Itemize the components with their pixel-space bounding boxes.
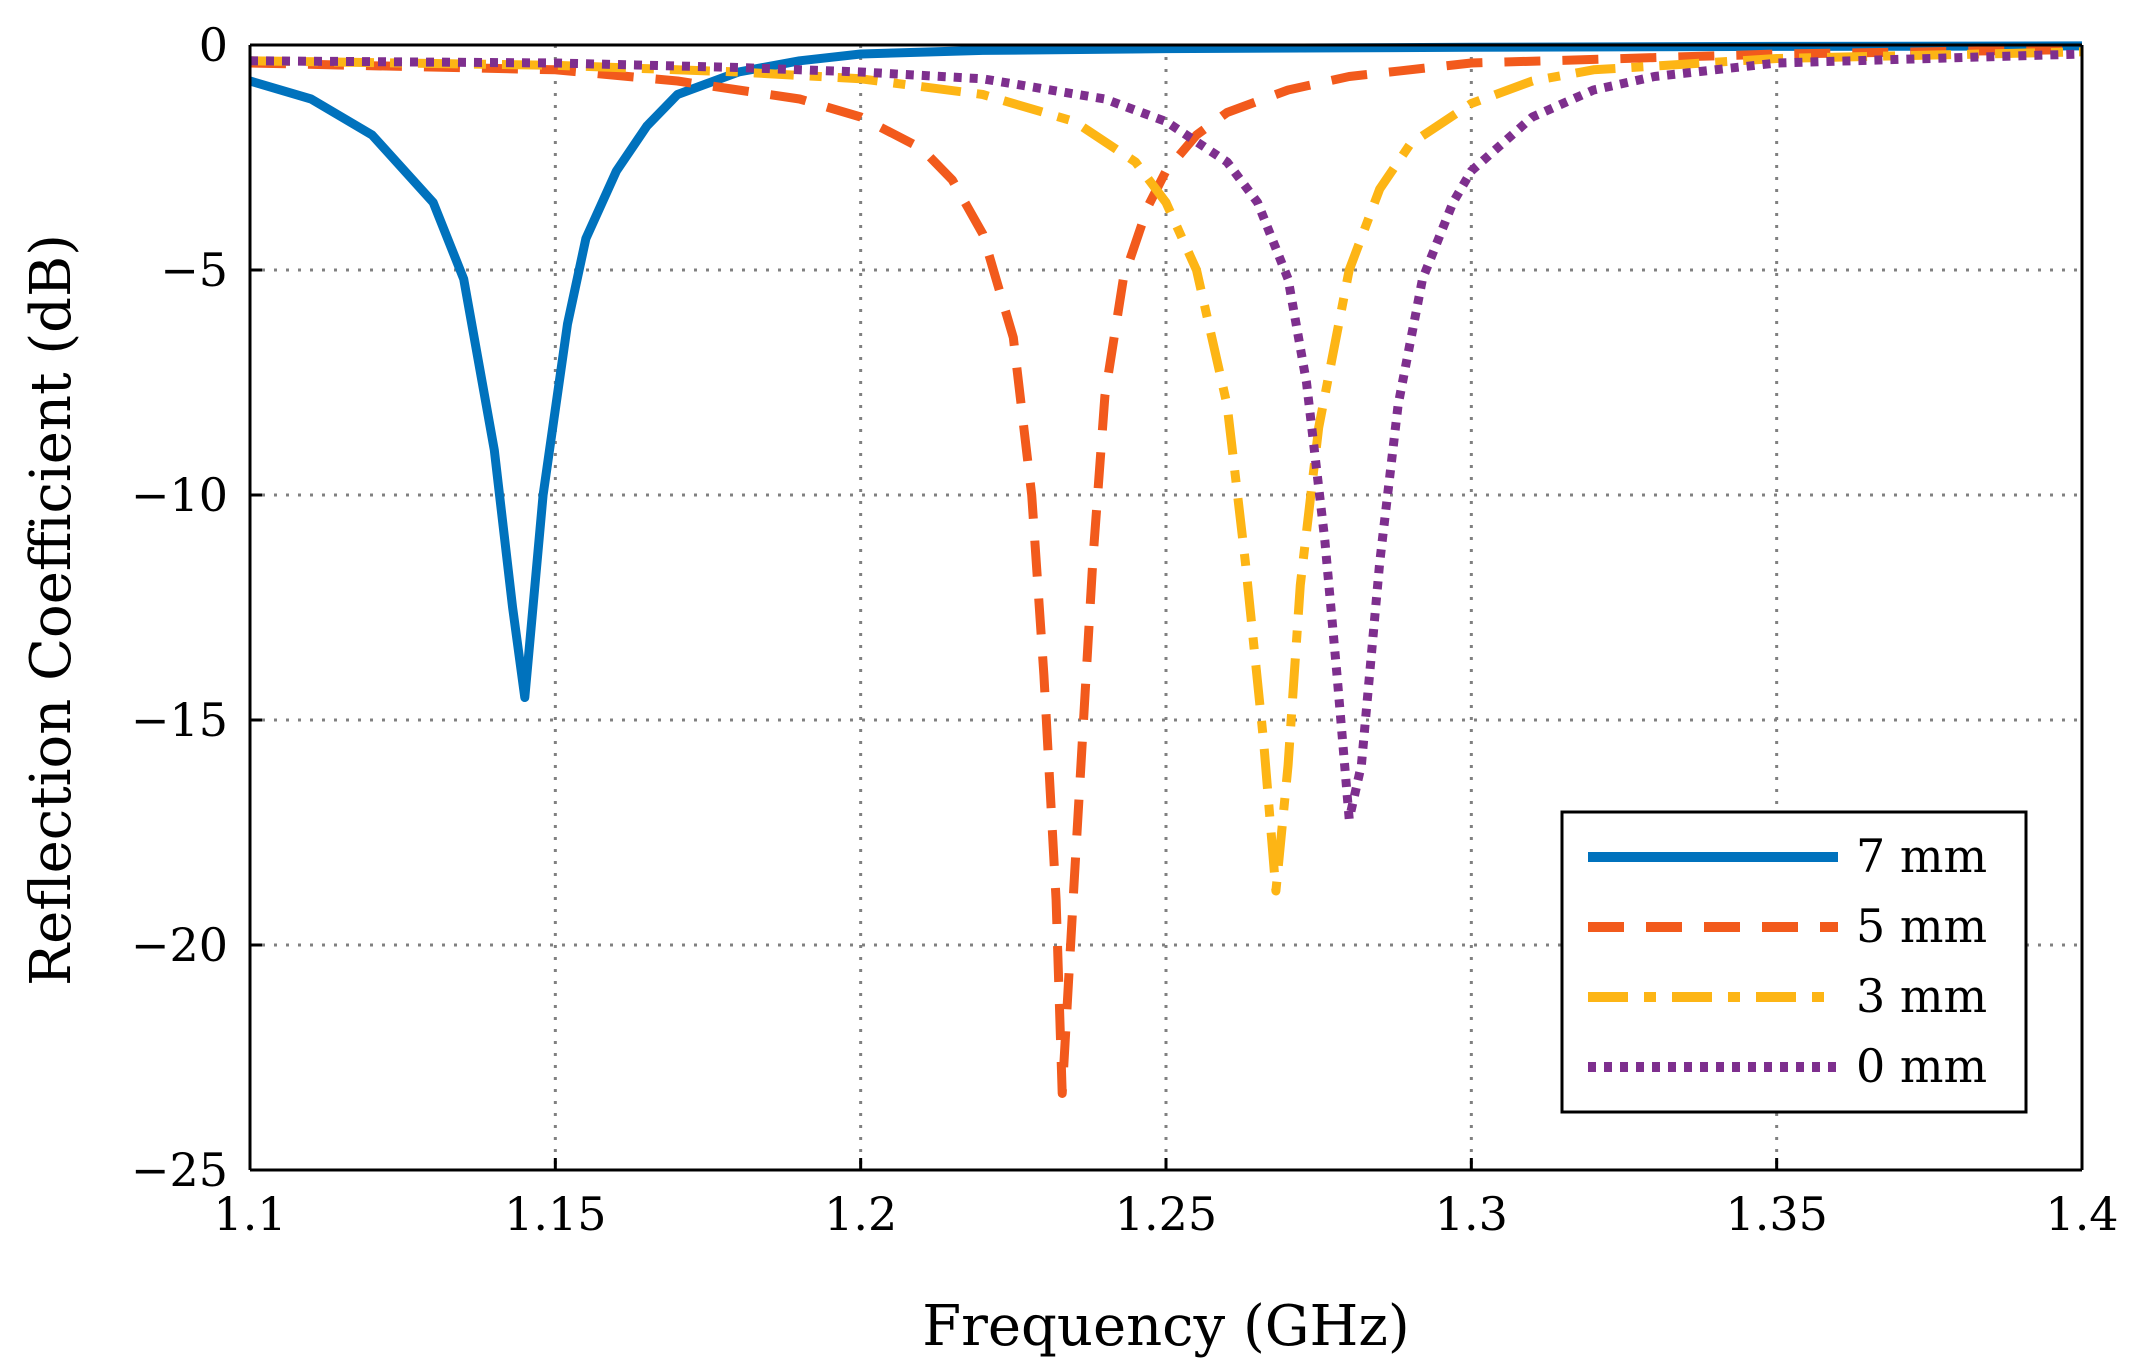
y-tick-label: −15 — [131, 693, 228, 747]
x-tick-labels: 1.1 1.15 1.2 1.25 1.3 1.35 1.4 — [213, 1187, 2118, 1241]
x-tick-label: 1.1 — [213, 1187, 286, 1241]
x-tick-label: 1.2 — [824, 1187, 897, 1241]
legend-label: 5 mm — [1856, 899, 1987, 953]
y-tick-label: 0 — [199, 18, 228, 72]
legend-label: 7 mm — [1856, 829, 1987, 883]
series-lines — [248, 41, 2083, 1098]
x-axis-title: Frequency (GHz) — [922, 1294, 1409, 1359]
y-tick-label: −5 — [160, 243, 228, 297]
y-tick-label: −10 — [131, 468, 228, 522]
legend-label: 3 mm — [1856, 969, 1987, 1023]
y-tick-label: −20 — [131, 918, 228, 972]
y-axis-title: Reflection Coefficient (dB) — [19, 234, 84, 986]
legend-label: 0 mm — [1856, 1039, 1987, 1093]
x-tick-label: 1.4 — [2045, 1187, 2118, 1241]
y-tick-labels: 0 −5 −10 −15 −20 −25 — [131, 18, 228, 1197]
legend: 7 mm 5 mm 3 mm 0 mm — [1560, 810, 2028, 1114]
series-line-7-mm — [248, 41, 2083, 702]
y-tick-label: −25 — [131, 1143, 228, 1197]
x-tick-label: 1.35 — [1725, 1187, 1827, 1241]
x-tick-label: 1.25 — [1115, 1187, 1217, 1241]
x-tick-label: 1.15 — [504, 1187, 606, 1241]
x-tick-label: 1.3 — [1435, 1187, 1508, 1241]
series-line-0-mm — [249, 49, 2083, 824]
series-line-5-mm — [249, 45, 2083, 1098]
axes — [248, 43, 2084, 1172]
